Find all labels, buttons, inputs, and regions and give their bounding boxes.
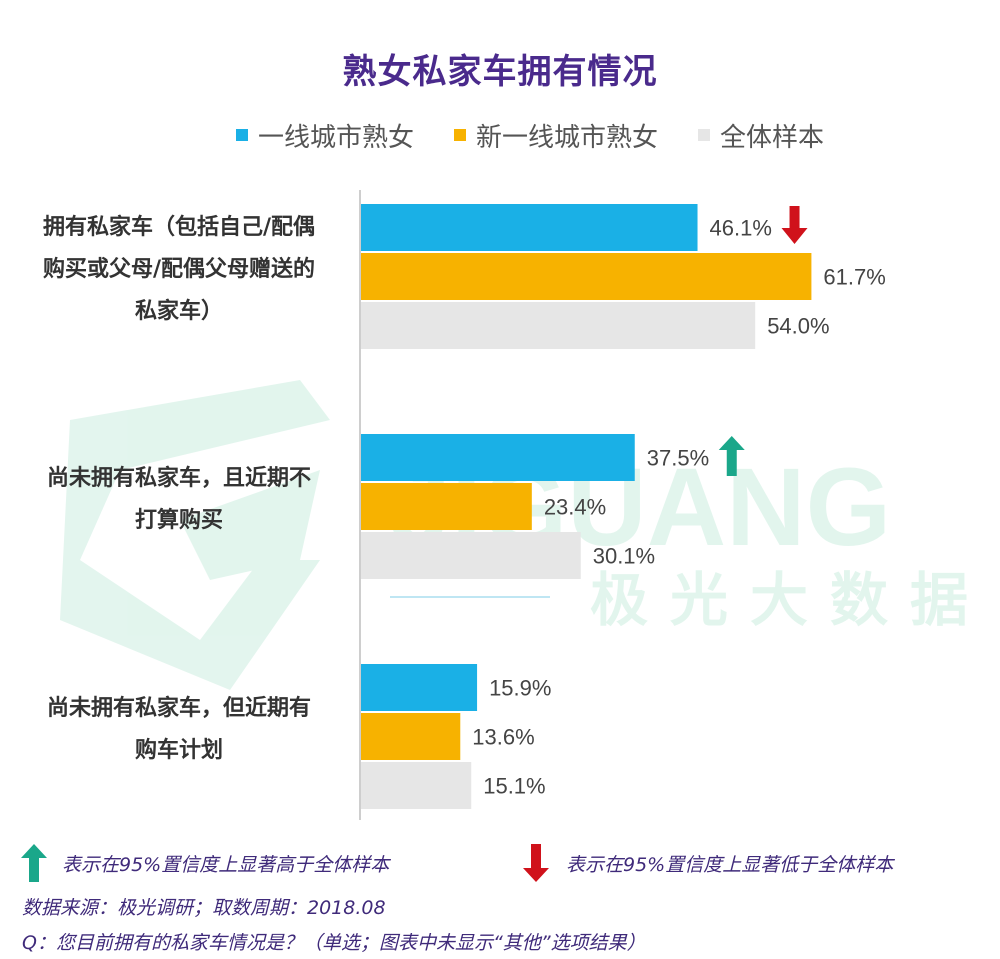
- category-label-1: 拥有私家车（包括自己/配偶 购买或父母/配偶父母赠送的 私家车）: [14, 207, 344, 333]
- data-label-new-tier1-cat1: 61.7%: [823, 265, 885, 290]
- note-up: 表示在95%置信度上显著高于全体样本: [62, 854, 390, 876]
- legend-swatch-new-tier1: [454, 129, 467, 141]
- data-label-tier1-cat2: 37.5%: [647, 446, 709, 471]
- legend-swatch-all: [698, 129, 711, 141]
- down-arrow-icon: [781, 206, 808, 244]
- note-down: 表示在95%置信度上显著低于全体样本: [566, 854, 894, 876]
- up-arrow-icon: [718, 436, 745, 476]
- category-label-3: 尚未拥有私家车，但近期有 购车计划: [14, 688, 344, 772]
- legend-swatch-tier1: [236, 129, 248, 141]
- data-label-new-tier1-cat3: 13.6%: [472, 725, 534, 750]
- data-label-tier1-cat1: 46.1%: [710, 216, 772, 241]
- up-arrow-icon: [21, 844, 47, 882]
- data-label-all-cat1: 54.0%: [767, 314, 829, 339]
- bar-new-tier1-cat3: [361, 713, 461, 760]
- category-label-line: 尚未拥有私家车，但近期有: [46, 696, 311, 721]
- category-label-line: 购车计划: [134, 738, 223, 763]
- significance-notes: 表示在95%置信度上显著高于全体样本 表示在95%置信度上显著低于全体样本: [20, 842, 980, 886]
- category-label-line: 拥有私家车（包括自己/配偶: [42, 215, 316, 240]
- legend-label-all: 全体样本: [720, 122, 825, 153]
- bar-all-cat1: [361, 302, 756, 349]
- legend-item-new-tier1: 新一线城市熟女: [454, 117, 658, 154]
- bar-new-tier1-cat2: [361, 483, 532, 530]
- bar-tier1-cat3: [361, 664, 478, 711]
- data-label-tier1-cat3: 15.9%: [489, 676, 551, 701]
- data-label-all-cat3: 15.1%: [483, 774, 545, 799]
- data-label-new-tier1-cat2: 23.4%: [544, 495, 606, 520]
- legend-label-tier1: 一线城市熟女: [258, 122, 415, 153]
- category-label-line: 私家车）: [134, 299, 223, 324]
- data-label-all-cat2: 30.1%: [593, 544, 655, 569]
- bar-tier1-cat2: [361, 434, 635, 481]
- bar-all-cat2: [361, 532, 581, 579]
- chart-title: 熟女私家车拥有情况: [342, 52, 658, 92]
- question-note: Q：您目前拥有的私家车情况是？（单选；图表中未显示“其他”选项结果）: [22, 932, 646, 954]
- category-label-2: 尚未拥有私家车，且近期不 打算购买: [14, 458, 344, 542]
- category-label-line: 尚未拥有私家车，且近期不: [46, 466, 311, 491]
- category-label-line: 打算购买: [134, 508, 223, 533]
- bar-tier1-cat1: [361, 204, 698, 251]
- source-note: 数据来源：极光调研；取数周期：2018.08: [22, 897, 386, 919]
- legend-item-all: 全体样本: [698, 117, 824, 154]
- down-arrow-icon: [523, 844, 549, 882]
- category-label-line: 购买或父母/配偶父母赠送的: [42, 257, 316, 282]
- legend-label-new-tier1: 新一线城市熟女: [476, 122, 659, 153]
- legend: 一线城市熟女 新一线城市熟女 全体样本: [236, 120, 864, 153]
- bar-all-cat3: [361, 762, 472, 809]
- legend-item-tier1: 一线城市熟女: [236, 117, 414, 154]
- bar-new-tier1-cat1: [361, 253, 812, 300]
